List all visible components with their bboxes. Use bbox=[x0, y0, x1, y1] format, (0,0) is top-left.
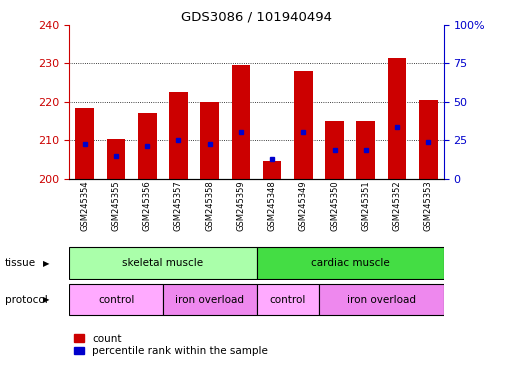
Text: control: control bbox=[98, 295, 134, 305]
Bar bbox=[169, 92, 188, 179]
Bar bbox=[256, 284, 319, 315]
Bar bbox=[294, 71, 312, 179]
Text: protocol: protocol bbox=[5, 295, 48, 305]
Bar bbox=[388, 58, 406, 179]
Bar bbox=[69, 284, 163, 315]
Text: control: control bbox=[269, 295, 306, 305]
Bar bbox=[200, 102, 219, 179]
Text: tissue: tissue bbox=[5, 258, 36, 268]
Bar bbox=[263, 161, 282, 179]
Bar bbox=[138, 113, 156, 179]
Bar bbox=[256, 248, 444, 279]
Bar bbox=[325, 121, 344, 179]
Bar bbox=[231, 65, 250, 179]
Text: iron overload: iron overload bbox=[347, 295, 416, 305]
Text: skeletal muscle: skeletal muscle bbox=[122, 258, 204, 268]
Text: ▶: ▶ bbox=[43, 295, 49, 304]
Title: GDS3086 / 101940494: GDS3086 / 101940494 bbox=[181, 11, 332, 24]
Legend: count, percentile rank within the sample: count, percentile rank within the sample bbox=[74, 334, 268, 356]
Bar bbox=[319, 284, 444, 315]
Bar bbox=[419, 100, 438, 179]
Bar bbox=[107, 139, 125, 179]
Bar bbox=[163, 284, 256, 315]
Bar bbox=[69, 248, 256, 279]
Text: ▶: ▶ bbox=[43, 258, 49, 268]
Text: cardiac muscle: cardiac muscle bbox=[311, 258, 389, 268]
Bar bbox=[75, 108, 94, 179]
Text: iron overload: iron overload bbox=[175, 295, 244, 305]
Bar bbox=[357, 121, 375, 179]
